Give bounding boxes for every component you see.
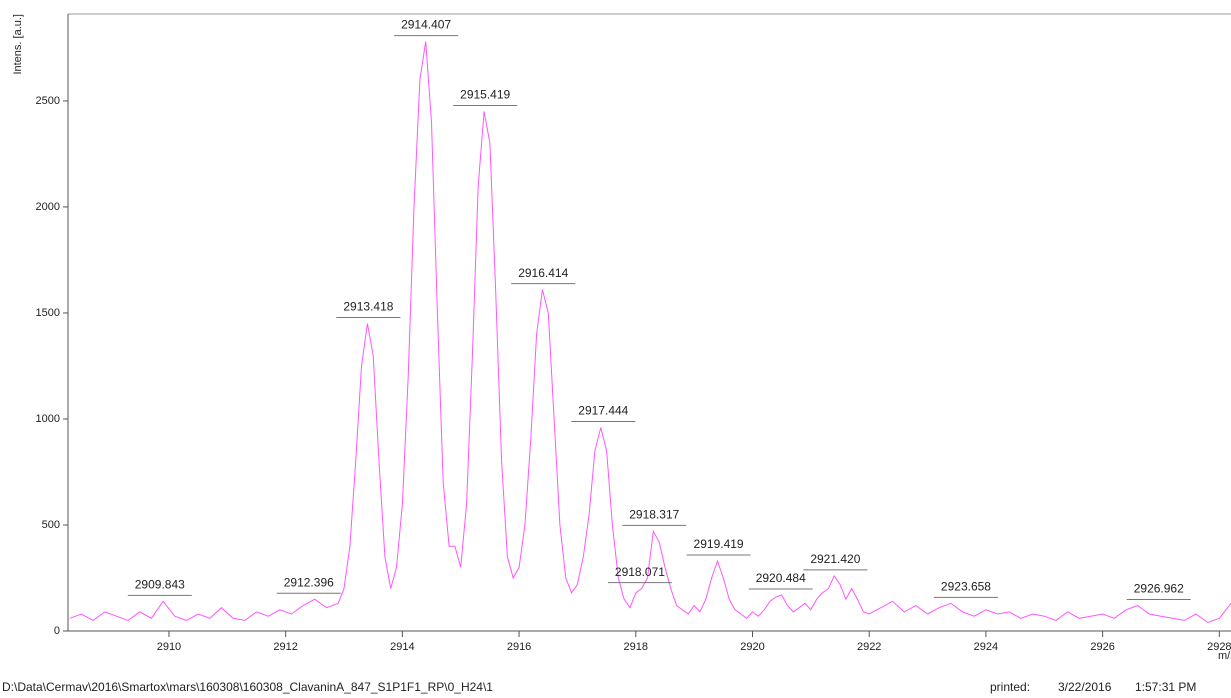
spectrum-line xyxy=(69,41,1231,624)
peak-label: 2909.843 xyxy=(135,577,185,591)
peak-label: 2917.444 xyxy=(578,404,628,418)
printed-date: 3/22/2016 xyxy=(1058,680,1112,694)
x-tick-label: 2916 xyxy=(507,641,531,653)
y-tick-label: 2500 xyxy=(36,95,60,107)
y-tick-label: 2000 xyxy=(36,201,60,213)
y-tick-label: 1000 xyxy=(36,413,60,425)
peak-label: 2920.484 xyxy=(756,571,806,585)
x-tick-label: 2922 xyxy=(857,641,881,653)
peak-label: 2921.420 xyxy=(810,552,860,566)
peak-label: 2914.407 xyxy=(401,18,451,32)
peak-label: 2912.396 xyxy=(284,575,334,589)
y-axis-label: Intens. [a.u.] xyxy=(12,14,24,75)
x-tick-label: 2920 xyxy=(740,641,764,653)
x-tick-label: 2928 xyxy=(1207,641,1231,653)
x-tick-label: 2912 xyxy=(273,641,297,653)
peak-label: 2915.419 xyxy=(460,88,510,102)
x-tick-label: 2926 xyxy=(1090,641,1114,653)
peak-label: 2919.419 xyxy=(694,537,744,551)
x-tick-label: 2924 xyxy=(974,641,998,653)
x-axis-label: m/z xyxy=(1218,650,1231,662)
printed-time: 1:57:31 PM xyxy=(1135,680,1196,694)
peak-label: 2918.071 xyxy=(615,565,665,579)
file-path: D:\Data\Cermav\2016\Smartox\mars\160308\… xyxy=(2,680,493,694)
peak-label: 2916.414 xyxy=(518,266,568,280)
printed-label: printed: xyxy=(990,680,1030,694)
x-tick-label: 2914 xyxy=(390,641,414,653)
x-tick-label: 2918 xyxy=(624,641,648,653)
x-tick-label: 2910 xyxy=(157,641,181,653)
peak-label: 2926.962 xyxy=(1134,582,1184,596)
y-tick-label: 0 xyxy=(54,625,60,637)
peak-label: 2923.658 xyxy=(941,580,991,594)
peak-label: 2913.418 xyxy=(343,300,393,314)
y-tick-label: 500 xyxy=(42,519,60,531)
y-tick-label: 1500 xyxy=(36,307,60,319)
peak-label: 2918.317 xyxy=(629,508,679,522)
